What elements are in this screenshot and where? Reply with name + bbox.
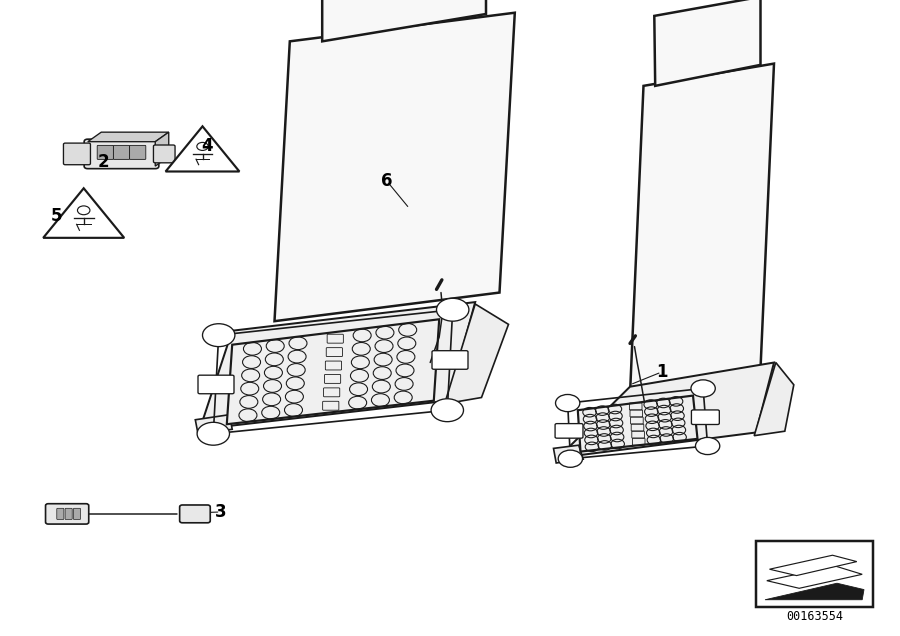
Polygon shape [200,302,475,429]
Polygon shape [765,583,864,600]
FancyBboxPatch shape [65,508,72,520]
Polygon shape [155,132,169,166]
Polygon shape [274,13,515,321]
Text: 4: 4 [202,137,212,155]
Polygon shape [770,555,857,576]
FancyBboxPatch shape [97,146,113,160]
Text: 3: 3 [215,503,226,521]
Polygon shape [654,0,760,86]
Text: 1: 1 [656,363,667,381]
Polygon shape [166,127,239,172]
Circle shape [202,324,235,347]
Polygon shape [754,363,794,436]
Text: 00163554: 00163554 [786,611,843,623]
Polygon shape [554,445,583,463]
FancyBboxPatch shape [153,145,175,163]
Text: 2: 2 [98,153,109,171]
Polygon shape [445,304,508,404]
FancyBboxPatch shape [130,146,146,160]
FancyBboxPatch shape [57,508,64,520]
Polygon shape [578,396,698,452]
Circle shape [691,380,716,397]
Polygon shape [88,132,169,142]
Polygon shape [558,363,774,458]
FancyBboxPatch shape [63,143,90,165]
Polygon shape [767,566,862,588]
FancyBboxPatch shape [432,350,468,370]
FancyBboxPatch shape [691,410,719,424]
Circle shape [696,438,720,455]
Circle shape [436,298,469,321]
Bar [756,541,873,607]
Circle shape [558,450,582,467]
Polygon shape [630,64,774,394]
Text: 5: 5 [51,207,62,225]
FancyBboxPatch shape [85,139,158,169]
Polygon shape [195,415,232,434]
Polygon shape [227,319,439,424]
Circle shape [555,394,580,411]
FancyBboxPatch shape [46,504,89,524]
Circle shape [431,399,464,422]
FancyBboxPatch shape [74,508,80,520]
FancyBboxPatch shape [198,375,234,394]
FancyBboxPatch shape [555,424,583,438]
Text: 6: 6 [382,172,392,190]
Polygon shape [322,0,486,41]
FancyBboxPatch shape [180,505,211,523]
Circle shape [197,422,230,445]
Polygon shape [43,188,124,238]
FancyBboxPatch shape [113,146,130,160]
